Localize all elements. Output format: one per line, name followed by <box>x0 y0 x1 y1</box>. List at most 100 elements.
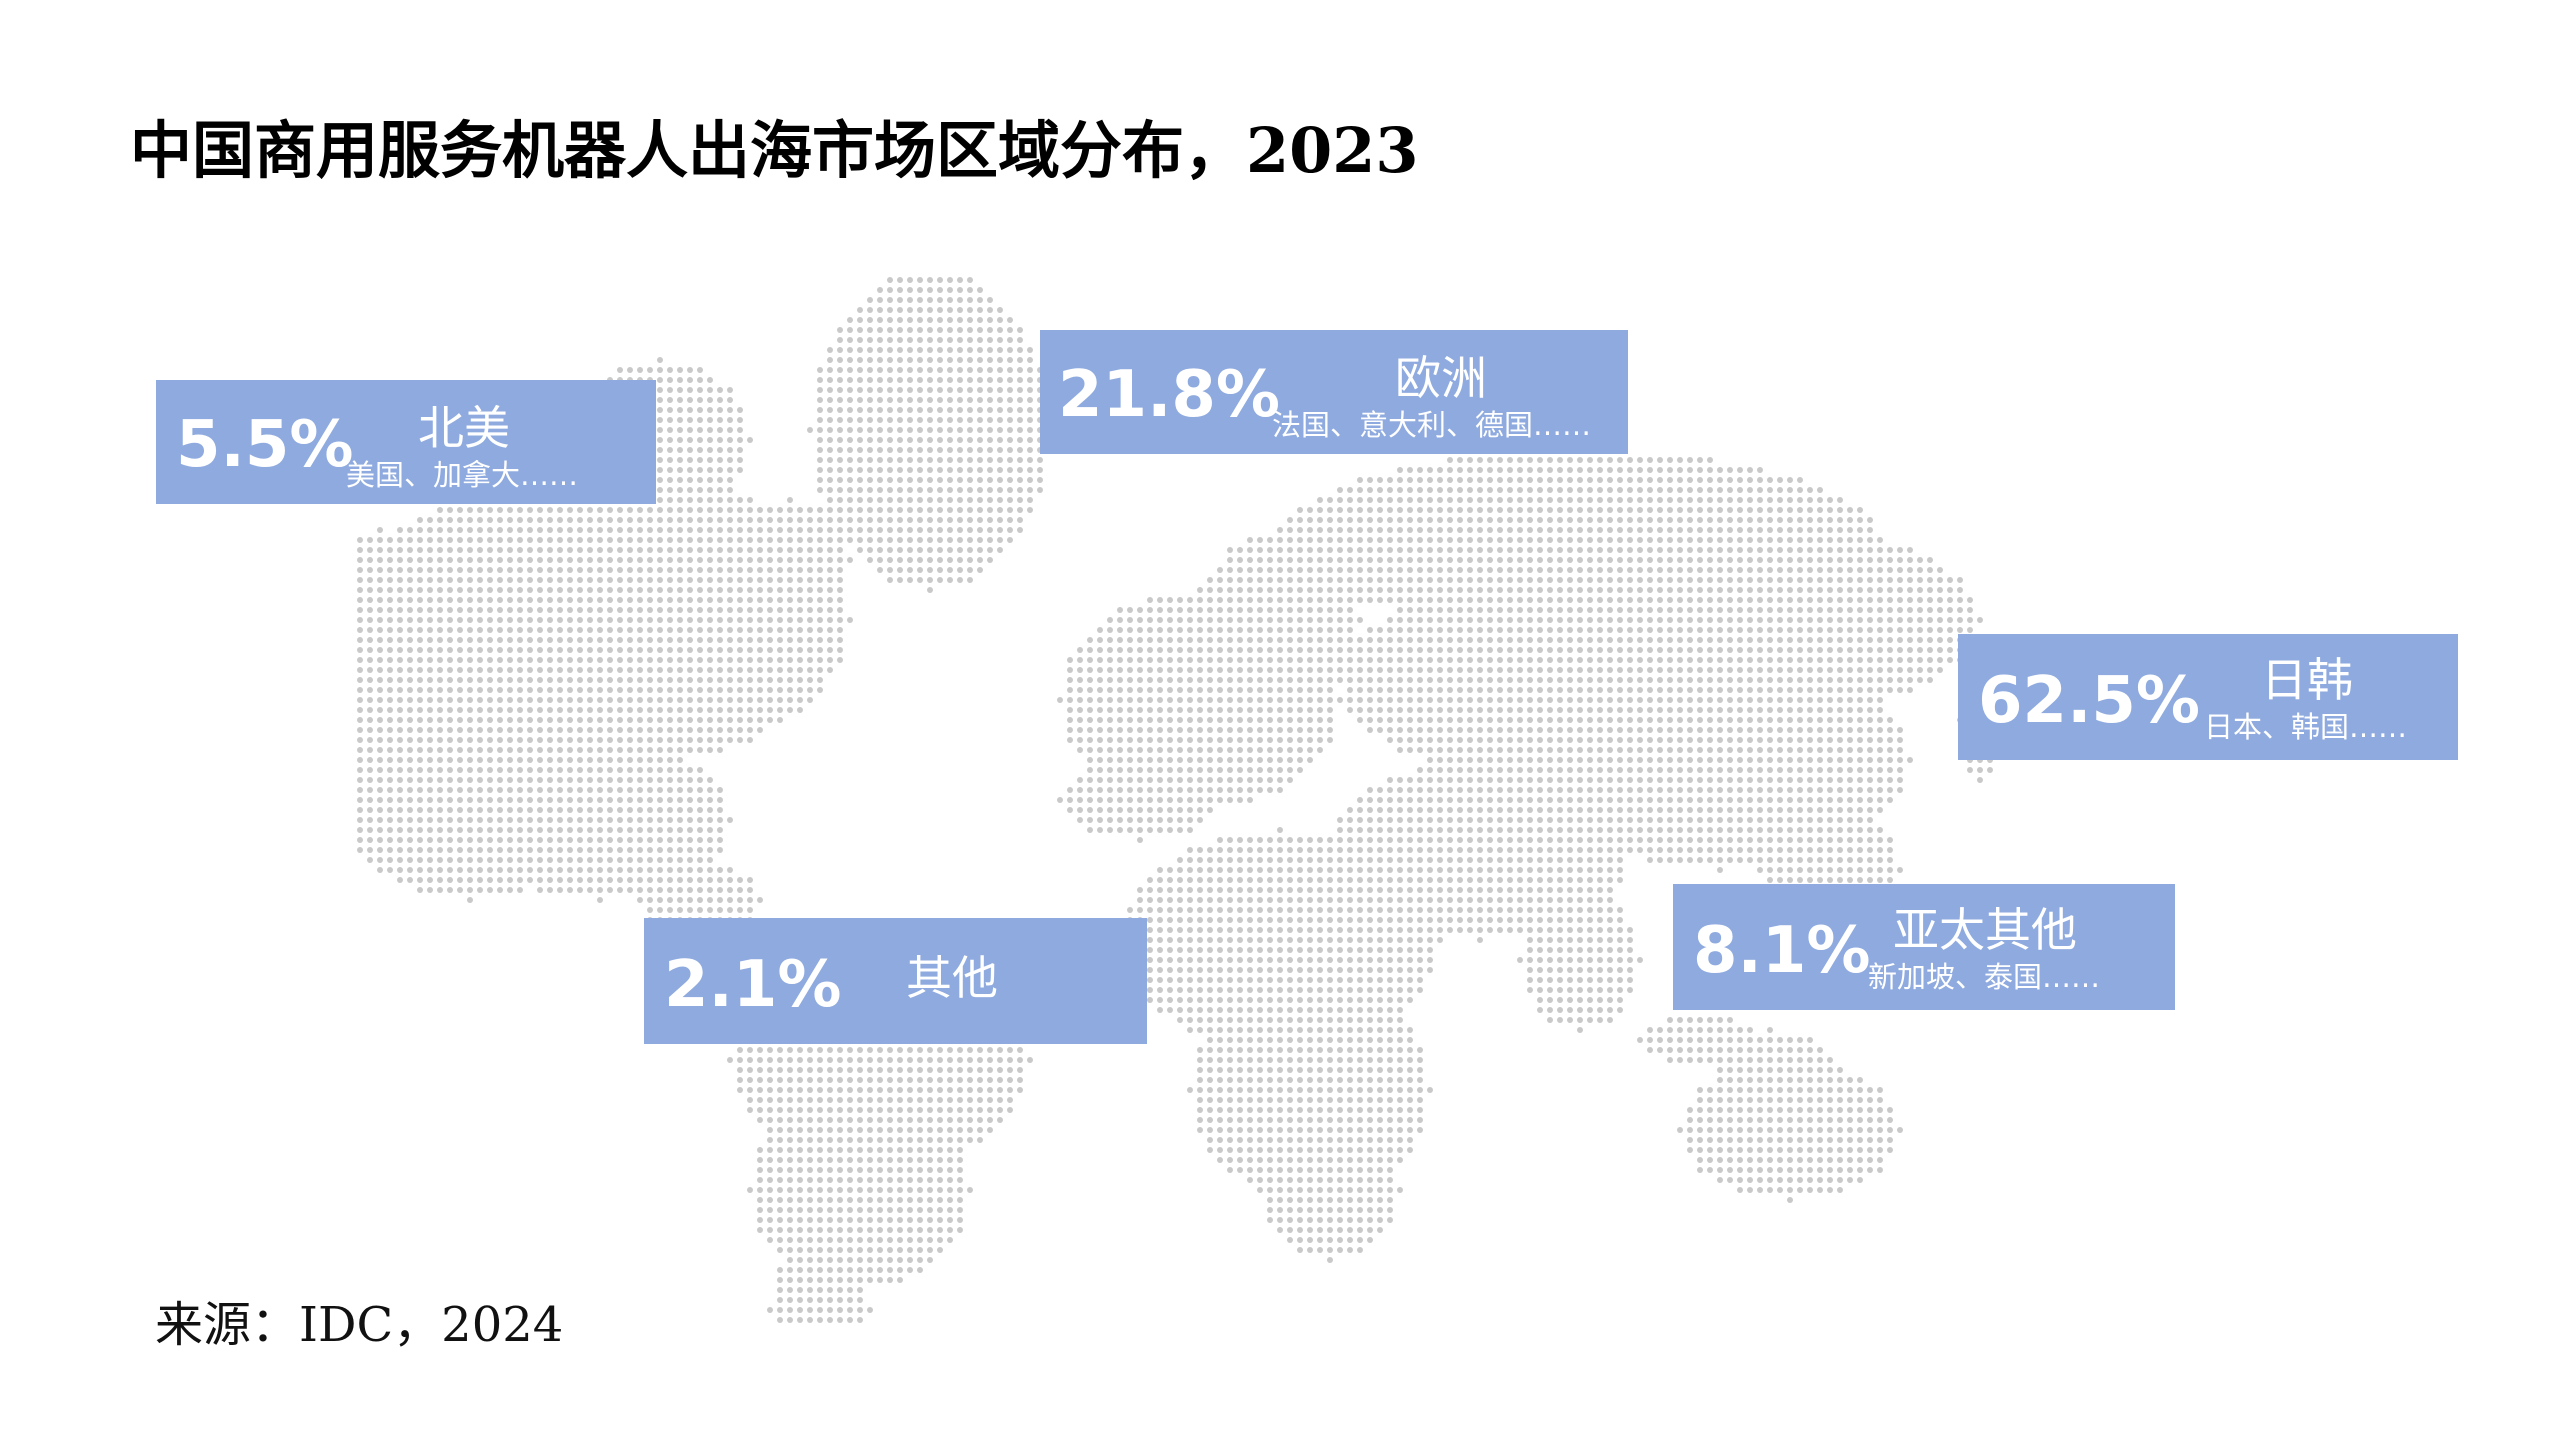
map-dot <box>1287 567 1293 573</box>
map-dot <box>1827 677 1833 683</box>
map-dot <box>1187 667 1193 673</box>
map-dot <box>617 747 623 753</box>
map-dot <box>557 717 563 723</box>
map-dot <box>1517 757 1523 763</box>
map-dot <box>1437 607 1443 613</box>
map-dot <box>1757 627 1763 633</box>
map-dot <box>1527 737 1533 743</box>
map-dot <box>1707 747 1713 753</box>
map-dot <box>427 687 433 693</box>
map-dot <box>1637 607 1643 613</box>
map-dot <box>1137 647 1143 653</box>
map-dot <box>1877 657 1883 663</box>
map-dot <box>417 647 423 653</box>
map-dot <box>697 807 703 813</box>
map-dot <box>1687 477 1693 483</box>
map-dot <box>1577 467 1583 473</box>
map-dot <box>847 617 853 623</box>
map-dot <box>1197 637 1203 643</box>
map-dot <box>1137 687 1143 693</box>
map-dot <box>847 507 853 513</box>
map-dot <box>1697 457 1703 463</box>
map-dot <box>1587 597 1593 603</box>
map-dot <box>1507 517 1513 523</box>
map-dot <box>717 697 723 703</box>
map-dot <box>987 337 993 343</box>
map-dot <box>1157 687 1163 693</box>
map-dot <box>947 447 953 453</box>
map-dot <box>1857 617 1863 623</box>
map-dot <box>457 727 463 733</box>
map-dot <box>507 817 513 823</box>
map-dot <box>527 617 533 623</box>
map-dot <box>477 797 483 803</box>
map-dot <box>747 637 753 643</box>
map-dot <box>1117 677 1123 683</box>
map-dot <box>1767 747 1773 753</box>
map-dot <box>1517 647 1523 653</box>
map-dot <box>1167 707 1173 713</box>
map-dot <box>1257 607 1263 613</box>
map-dot <box>877 297 883 303</box>
map-dot <box>1547 607 1553 613</box>
map-dot <box>1537 557 1543 563</box>
map-dot <box>1297 647 1303 653</box>
map-dot <box>1447 557 1453 563</box>
map-dot <box>1777 687 1783 693</box>
map-dot <box>527 547 533 553</box>
map-dot <box>657 747 663 753</box>
map-dot <box>1587 507 1593 513</box>
map-dot <box>527 727 533 733</box>
map-dot <box>997 477 1003 483</box>
map-dot <box>897 497 903 503</box>
map-dot <box>1367 727 1373 733</box>
map-dot <box>437 517 443 523</box>
map-dot <box>1467 537 1473 543</box>
map-dot <box>1347 637 1353 643</box>
map-dot <box>1587 697 1593 703</box>
map-dot <box>1657 607 1663 613</box>
map-dot <box>757 657 763 663</box>
map-dot <box>1807 757 1813 763</box>
map-dot <box>1627 727 1633 733</box>
map-dot <box>1457 787 1463 793</box>
map-dot <box>1817 487 1823 493</box>
map-dot <box>507 717 513 723</box>
map-dot <box>987 307 993 313</box>
map-dot <box>1027 427 1033 433</box>
map-dot <box>1717 727 1723 733</box>
map-dot <box>1437 577 1443 583</box>
map-dot <box>517 827 523 833</box>
map-dot <box>1537 467 1543 473</box>
map-dot <box>357 807 363 813</box>
map-dot <box>1517 767 1523 773</box>
map-dot <box>1697 627 1703 633</box>
map-dot <box>1507 777 1513 783</box>
map-dot <box>1387 547 1393 553</box>
map-dot <box>377 577 383 583</box>
map-dot <box>1917 577 1923 583</box>
map-dot <box>967 527 973 533</box>
map-dot <box>1267 557 1273 563</box>
map-dot <box>1577 637 1583 643</box>
map-dot <box>1697 637 1703 643</box>
map-dot <box>1757 707 1763 713</box>
map-dot <box>587 557 593 563</box>
map-dot <box>367 617 373 623</box>
map-dot <box>677 617 683 623</box>
map-dot <box>1457 757 1463 763</box>
map-dot <box>1827 517 1833 523</box>
map-dot <box>447 557 453 563</box>
map-dot <box>747 557 753 563</box>
map-dot <box>1647 577 1653 583</box>
map-dot <box>967 507 973 513</box>
map-dot <box>1337 657 1343 663</box>
map-dot <box>847 437 853 443</box>
map-dot <box>857 467 863 473</box>
map-dot <box>977 457 983 463</box>
map-dot <box>1767 537 1773 543</box>
map-dot <box>1277 677 1283 683</box>
map-dot <box>1307 507 1313 513</box>
map-dot <box>1867 617 1873 623</box>
map-dot <box>677 707 683 713</box>
